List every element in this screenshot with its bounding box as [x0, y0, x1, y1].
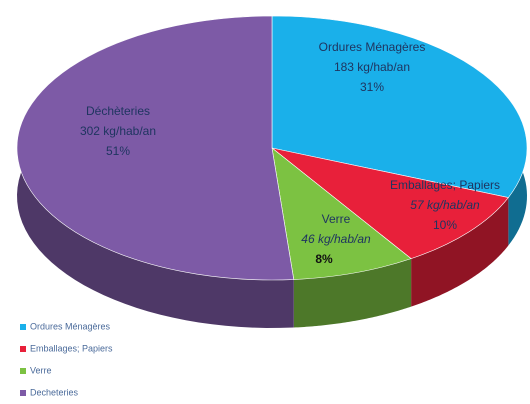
legend-swatch — [20, 346, 26, 352]
slice-label: Emballages; Papiers — [390, 178, 500, 192]
legend-label: Ordures Ménagères — [30, 321, 111, 331]
legend-swatch — [20, 390, 26, 396]
legend-label: Verre — [30, 365, 52, 375]
percentage-label: 10% — [433, 218, 457, 232]
value-label: 46 kg/hab/an — [301, 232, 371, 246]
slice-label: Ordures Ménagères — [319, 40, 426, 54]
slice-label: Déchèteries — [86, 104, 150, 118]
value-label: 302 kg/hab/an — [80, 124, 156, 138]
legend-swatch — [20, 368, 26, 374]
legend-swatch — [20, 324, 26, 330]
percentage-label: 51% — [106, 144, 130, 158]
legend-label: Emballages; Papiers — [30, 343, 113, 353]
slice — [16, 15, 295, 281]
slice — [271, 15, 528, 198]
slice — [271, 147, 509, 259]
slice-side — [293, 258, 412, 328]
value-label: 57 kg/hab/an — [410, 198, 480, 212]
slice-side — [411, 197, 509, 307]
slice — [271, 147, 412, 280]
legend-label: Decheteries — [30, 387, 79, 397]
percentage-label: 8% — [315, 252, 333, 266]
slice-label: Verre — [322, 212, 351, 226]
percentage-label: 31% — [360, 80, 384, 94]
value-label: 183 kg/hab/an — [334, 60, 410, 74]
